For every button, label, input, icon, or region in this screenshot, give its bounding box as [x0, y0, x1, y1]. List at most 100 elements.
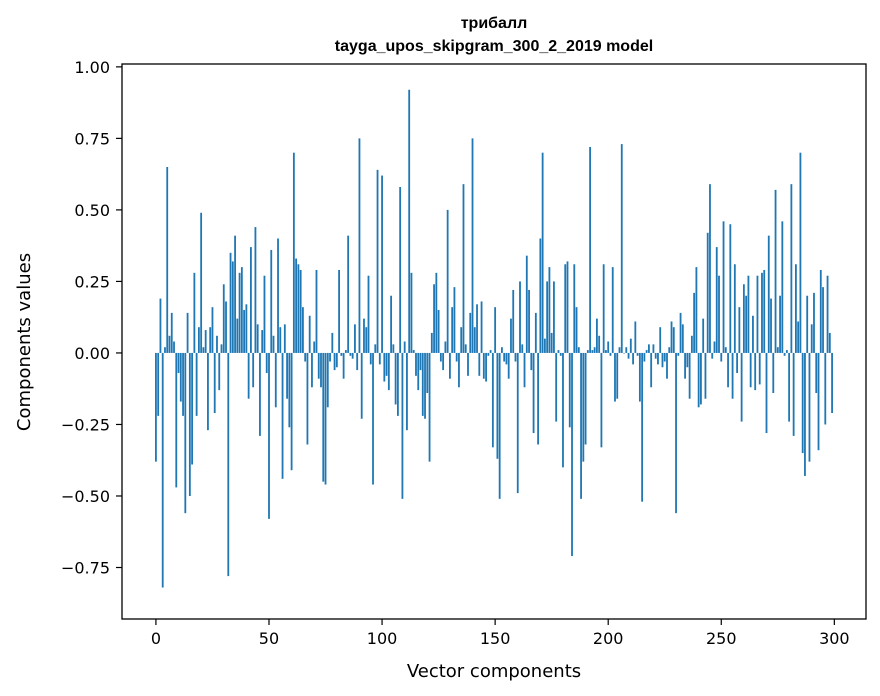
bar-196 — [598, 335, 601, 353]
bar-34 — [231, 261, 234, 353]
bar-170 — [539, 238, 542, 353]
bar-242 — [702, 318, 705, 353]
bar-178 — [557, 350, 560, 353]
bar-20 — [200, 212, 203, 353]
bar-247 — [713, 341, 716, 353]
bar-243 — [704, 352, 707, 399]
bar-10 — [177, 352, 180, 373]
bar-70 — [313, 341, 316, 353]
bar-214 — [638, 352, 641, 402]
bar-186 — [575, 307, 578, 353]
bar-281 — [790, 184, 793, 353]
bar-18 — [195, 352, 198, 416]
bar-204 — [616, 352, 619, 399]
bar-191 — [586, 350, 589, 353]
bar-176 — [553, 281, 555, 353]
bar-287 — [804, 352, 806, 476]
bar-239 — [695, 267, 698, 353]
bar-151 — [496, 352, 499, 459]
bar-58 — [286, 352, 288, 399]
bar-260 — [742, 284, 745, 353]
bar-285 — [799, 152, 802, 353]
bar-183 — [568, 352, 571, 428]
bar-173 — [546, 281, 549, 353]
bar-229 — [672, 327, 675, 353]
bar-168 — [534, 312, 537, 353]
bar-237 — [690, 335, 693, 353]
bar-278 — [783, 352, 786, 356]
bar-96 — [372, 352, 374, 485]
bar-39 — [243, 310, 246, 353]
bar-52 — [272, 335, 275, 353]
bar-134 — [458, 352, 460, 388]
bar-79 — [333, 352, 336, 371]
bar-159 — [514, 352, 517, 362]
bar-31 — [225, 301, 227, 353]
y-tick-label: 1.00 — [74, 58, 110, 77]
bar-189 — [582, 352, 585, 462]
bar-71 — [315, 269, 318, 353]
bar-182 — [566, 261, 569, 353]
bar-28 — [218, 352, 221, 391]
bar-48 — [263, 275, 266, 353]
bar-273 — [772, 352, 775, 393]
bar-265 — [754, 352, 757, 391]
bar-160 — [516, 352, 519, 494]
bar-106 — [394, 352, 397, 405]
bar-7 — [170, 312, 173, 353]
bar-192 — [589, 146, 592, 353]
bar-288 — [806, 295, 809, 353]
bar-296 — [824, 352, 827, 425]
bar-50 — [268, 352, 270, 519]
bar-24 — [209, 327, 212, 353]
bar-195 — [595, 318, 598, 353]
bar-60 — [290, 352, 293, 471]
bar-142 — [476, 304, 478, 353]
bar-67 — [306, 352, 309, 445]
bar-120 — [426, 352, 429, 393]
bar-90 — [358, 138, 361, 353]
bar-147 — [487, 352, 490, 356]
bar-158 — [512, 290, 515, 353]
bar-246 — [711, 352, 714, 359]
bar-40 — [245, 304, 248, 353]
bar-135 — [460, 327, 463, 353]
bar-155 — [505, 352, 508, 365]
bar-148 — [489, 350, 492, 353]
bar-8 — [173, 341, 175, 353]
bars-layer — [155, 89, 833, 588]
bar-62 — [295, 258, 298, 353]
bar-83 — [342, 352, 345, 379]
bar-129 — [446, 209, 449, 353]
y-axis-ticks: −0.75 −0.50 −0.25 0.00 0.25 0.50 0.75 1.00 — [61, 58, 122, 578]
bar-17 — [193, 272, 196, 353]
chart-title: трибалл — [461, 15, 528, 32]
bar-248 — [715, 247, 718, 353]
bar-213 — [636, 352, 639, 356]
bar-143 — [478, 352, 481, 376]
bar-110 — [403, 341, 406, 353]
bar-61 — [292, 152, 295, 353]
bar-272 — [770, 298, 772, 353]
bar-84 — [344, 350, 347, 353]
bar-66 — [304, 352, 307, 362]
bar-211 — [632, 352, 634, 365]
bar-99 — [378, 352, 381, 365]
bar-290 — [810, 324, 813, 353]
bar-172 — [543, 338, 546, 353]
bar-107 — [396, 352, 399, 416]
x-axis-ticks: 0 50 100 150 200 250 300 — [151, 619, 850, 648]
y-tick-label: 0.75 — [74, 129, 110, 148]
bar-119 — [424, 352, 426, 419]
bar-47 — [261, 330, 264, 353]
bar-250 — [720, 352, 723, 362]
bar-14 — [186, 312, 189, 353]
bar-277 — [781, 221, 784, 353]
bar-55 — [279, 327, 282, 353]
bar-113 — [410, 272, 413, 353]
bar-297 — [826, 275, 829, 353]
bar-259 — [740, 352, 743, 422]
bar-3 — [161, 352, 164, 588]
x-tick-label: 300 — [819, 629, 850, 648]
